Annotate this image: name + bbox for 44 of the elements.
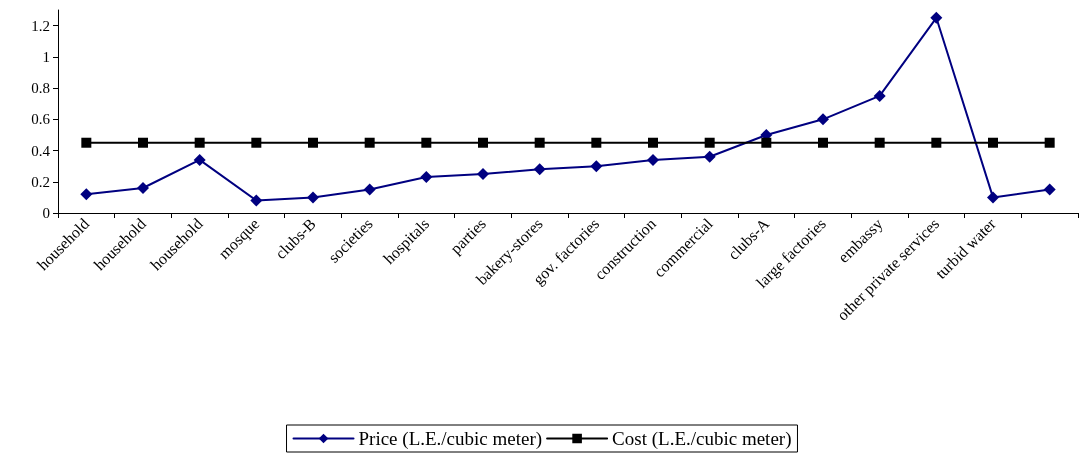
- y-tick-label: 1: [42, 48, 50, 65]
- point: [1043, 183, 1056, 196]
- y-tick-label: 0.2: [31, 173, 50, 190]
- point: [250, 194, 263, 207]
- point: [421, 137, 432, 148]
- point: [590, 160, 603, 173]
- legend-label: Cost (L.E./cubic meter): [612, 428, 792, 450]
- point: [308, 137, 318, 148]
- legend-label: Price (L.E./cubic meter): [358, 428, 543, 450]
- point: [81, 137, 92, 148]
- point: [591, 137, 602, 148]
- point: [930, 11, 943, 24]
- point: [363, 183, 376, 196]
- y-tick-label: 0: [42, 205, 50, 221]
- point: [874, 137, 885, 148]
- point: [873, 89, 886, 102]
- point: [534, 137, 545, 148]
- point: [988, 137, 998, 148]
- point: [137, 182, 149, 195]
- point: [364, 137, 375, 148]
- point: [420, 171, 433, 184]
- point: [818, 137, 828, 148]
- point: [704, 137, 715, 148]
- y-tick-label: 1.2: [31, 17, 50, 34]
- point: [648, 137, 658, 148]
- point: [1044, 137, 1055, 148]
- point: [931, 137, 942, 148]
- point: [533, 163, 546, 176]
- y-tick-label: 0.6: [31, 111, 51, 128]
- point: [251, 137, 262, 148]
- point: [761, 137, 772, 148]
- point: [194, 137, 205, 148]
- point: [647, 153, 659, 166]
- y-tick-label: 0.8: [31, 80, 50, 97]
- point: [817, 113, 829, 126]
- point: [307, 191, 319, 204]
- point: [138, 137, 148, 148]
- point: [80, 188, 93, 201]
- point: [477, 167, 489, 180]
- point: [987, 191, 999, 204]
- point: [703, 150, 716, 163]
- point: [478, 137, 488, 148]
- y-tick-label: 0.4: [31, 142, 51, 159]
- point: [193, 153, 206, 166]
